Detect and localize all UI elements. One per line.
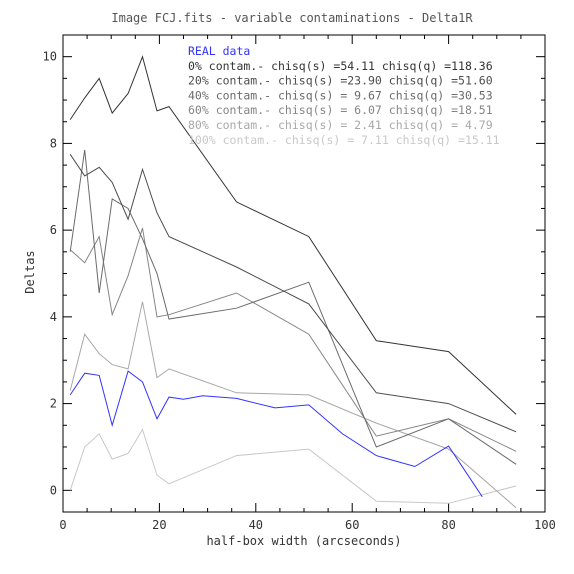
- legend-entry: 40% contam.- chisq(s) = 9.67 chisq(q) =3…: [188, 88, 493, 102]
- y-tick-label: 10: [43, 50, 57, 64]
- legend-entry: 0% contam.- chisq(s) =54.11 chisq(q) =11…: [188, 59, 493, 73]
- x-tick-label: 80: [441, 518, 455, 532]
- axis-tick-labels: 0 20 40 60 80 100 0 2 4 6 8 10: [43, 50, 556, 532]
- x-tick-label: 100: [534, 518, 556, 532]
- legend-entry: 20% contam.- chisq(s) =23.90 chisq(q) =5…: [188, 74, 493, 88]
- chart-title: Image FCJ.fits - variable contaminations…: [111, 11, 473, 25]
- y-tick-label: 6: [50, 223, 57, 237]
- legend-entry: 80% contam.- chisq(s) = 2.41 chisq(q) = …: [188, 118, 493, 132]
- series-line-contam-2: [69, 154, 517, 433]
- series-line-contam-5: [69, 301, 517, 509]
- x-tick-label: 40: [249, 518, 263, 532]
- y-tick-label: 4: [50, 310, 57, 324]
- y-tick-label: 8: [50, 136, 57, 150]
- y-tick-label: 0: [50, 483, 57, 497]
- y-axis-label: Deltas: [23, 250, 37, 293]
- legend-entry: 100% contam.- chisq(s) = 7.11 chisq(q) =…: [188, 133, 500, 147]
- x-tick-label: 20: [152, 518, 166, 532]
- axis-ticks: [62, 34, 546, 513]
- series-line-contam-4: [69, 227, 517, 452]
- x-axis-label: half-box width (arcseconds): [206, 534, 401, 548]
- x-tick-label: 0: [59, 518, 66, 532]
- series-line-contam-1: [69, 55, 517, 415]
- y-tick-label: 2: [50, 397, 57, 411]
- series-line-contam-3: [69, 149, 517, 465]
- series-line-contam-6: [69, 428, 517, 504]
- legend-entry: REAL data: [188, 44, 250, 58]
- series-line-real-data: [69, 370, 483, 498]
- x-tick-label: 60: [345, 518, 359, 532]
- series-lines: [69, 55, 517, 509]
- legend-entry: 60% contam.- chisq(s) = 6.07 chisq(q) =1…: [188, 103, 493, 117]
